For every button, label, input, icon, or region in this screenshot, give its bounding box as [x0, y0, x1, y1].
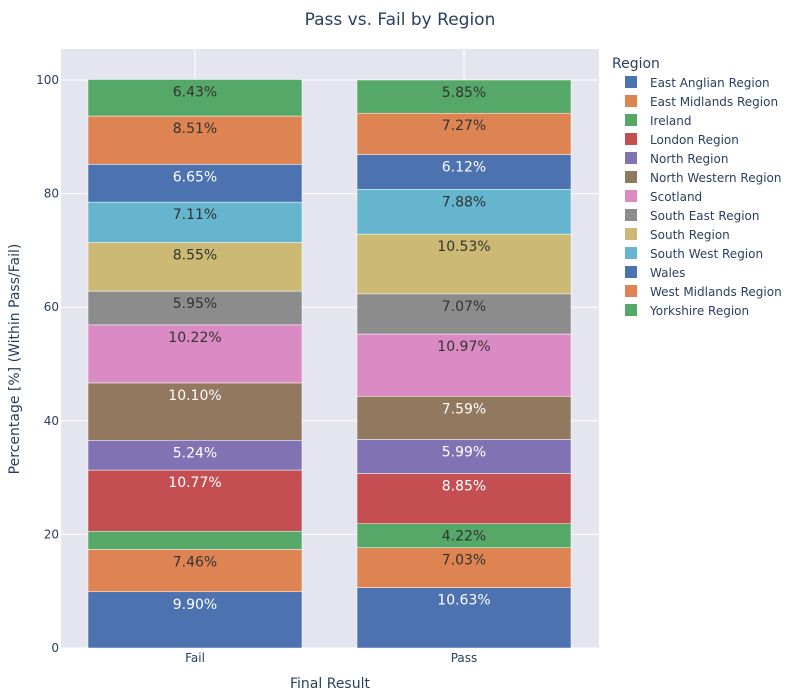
data-label: 7.88%	[442, 194, 486, 210]
bar-segment	[87, 79, 303, 117]
bar-segment	[356, 293, 572, 335]
data-label: 10.53%	[437, 239, 490, 255]
legend-item-label: London Region	[650, 133, 739, 147]
data-label: 8.55%	[173, 248, 217, 264]
y-tick-label: 100	[36, 73, 59, 87]
data-label: 6.65%	[173, 169, 217, 185]
data-labels: 9.90% 7.46% 10.77% 5.24% 10.10% 10.22% 5.95% 8.…	[168, 84, 490, 612]
bar-segment	[87, 549, 303, 593]
legend-item-label: East Midlands Region	[650, 95, 778, 109]
bar-segment	[356, 154, 572, 190]
data-label: 10.10%	[168, 388, 221, 404]
legend-item-label: North Region	[650, 152, 728, 166]
data-label: 10.97%	[437, 339, 490, 355]
data-label: 7.07%	[442, 299, 486, 315]
data-label: 7.03%	[442, 553, 486, 569]
bar-segment	[356, 547, 572, 588]
data-label: 8.51%	[173, 121, 217, 137]
bar-segment	[87, 242, 303, 292]
legend-swatch	[625, 209, 637, 221]
data-label: 8.85%	[442, 478, 486, 494]
legend-item-label: East Anglian Region	[650, 76, 770, 90]
data-label: 9.90%	[173, 597, 217, 613]
legend-item-label: Scotland	[650, 190, 702, 204]
legend-swatch	[625, 247, 637, 259]
legend-swatch	[625, 304, 637, 316]
legend-swatch	[625, 76, 637, 88]
y-axis-title: Percentage [%] (Within Pass/Fail)	[7, 244, 23, 475]
x-tick-label: Fail	[185, 651, 205, 665]
x-axis-ticks: Fail Pass	[185, 651, 477, 665]
data-label: 7.11%	[173, 207, 217, 223]
legend-item-label: Wales	[650, 266, 685, 280]
data-label: 5.99%	[442, 444, 486, 460]
bar-segment	[356, 439, 572, 474]
legend: Region East Anglian Region East Midlands …	[612, 56, 782, 318]
legend-item-label: North Western Region	[650, 171, 781, 185]
legend-item-label: Ireland	[650, 114, 692, 128]
x-tick-label: Pass	[451, 651, 478, 665]
legend-item-label: South West Region	[650, 247, 763, 261]
bar-segment	[87, 440, 303, 471]
bar-segment	[87, 530, 303, 550]
legend-swatch	[625, 266, 637, 278]
y-tick-label: 40	[44, 414, 59, 428]
data-label: 7.59%	[442, 401, 486, 417]
legend-item-label: Yorkshire Region	[649, 304, 749, 318]
data-label: 10.63%	[437, 593, 490, 609]
legend-item-label: South East Region	[650, 209, 759, 223]
bar-segment	[87, 382, 303, 441]
bar-segment	[356, 333, 572, 397]
data-label: 7.27%	[442, 118, 486, 134]
legend-item-label: South Region	[650, 228, 730, 242]
y-tick-label: 80	[44, 187, 59, 201]
bar-segment	[87, 201, 303, 243]
y-axis-ticks: 0 20 40 60 80 100	[36, 73, 59, 655]
data-label: 5.95%	[173, 296, 217, 312]
x-axis-title: Final Result	[290, 676, 370, 692]
legend-swatch	[625, 171, 637, 183]
data-label: 10.77%	[168, 475, 221, 491]
y-tick-label: 0	[51, 641, 59, 655]
legend-swatch	[625, 133, 637, 145]
legend-swatch	[625, 114, 637, 126]
legend-items: East Anglian Region East Midlands Region I…	[625, 76, 782, 318]
bar-segment	[356, 396, 572, 440]
legend-swatch	[625, 190, 637, 202]
data-label: 5.24%	[173, 445, 217, 461]
y-tick-label: 20	[44, 527, 59, 541]
legend-swatch	[625, 285, 637, 297]
legend-swatch	[625, 228, 637, 240]
bar-segment	[87, 164, 303, 203]
y-tick-label: 60	[44, 300, 59, 314]
data-label: 5.85%	[442, 85, 486, 101]
data-label: 10.22%	[168, 330, 221, 346]
legend-title: Region	[612, 56, 660, 72]
bar-segment	[87, 469, 303, 532]
bar-segment	[356, 189, 572, 235]
bar-segment	[87, 115, 303, 165]
bar-segment	[87, 290, 303, 326]
bar-segment	[356, 473, 572, 524]
chart-title: Pass vs. Fail by Region	[305, 10, 496, 30]
legend-item-label: West Midlands Region	[650, 285, 782, 299]
data-label: 4.22%	[442, 529, 486, 545]
bar-segment	[356, 587, 572, 649]
data-label: 6.12%	[442, 160, 486, 176]
bar-segment	[87, 591, 303, 649]
bar-segment	[87, 324, 303, 384]
bar-segment	[356, 112, 572, 155]
data-label: 6.43%	[173, 84, 217, 100]
bars	[87, 79, 572, 649]
legend-swatch	[625, 95, 637, 107]
legend-swatch	[625, 152, 637, 164]
data-label: 7.46%	[173, 554, 217, 570]
bar-segment	[356, 79, 572, 114]
